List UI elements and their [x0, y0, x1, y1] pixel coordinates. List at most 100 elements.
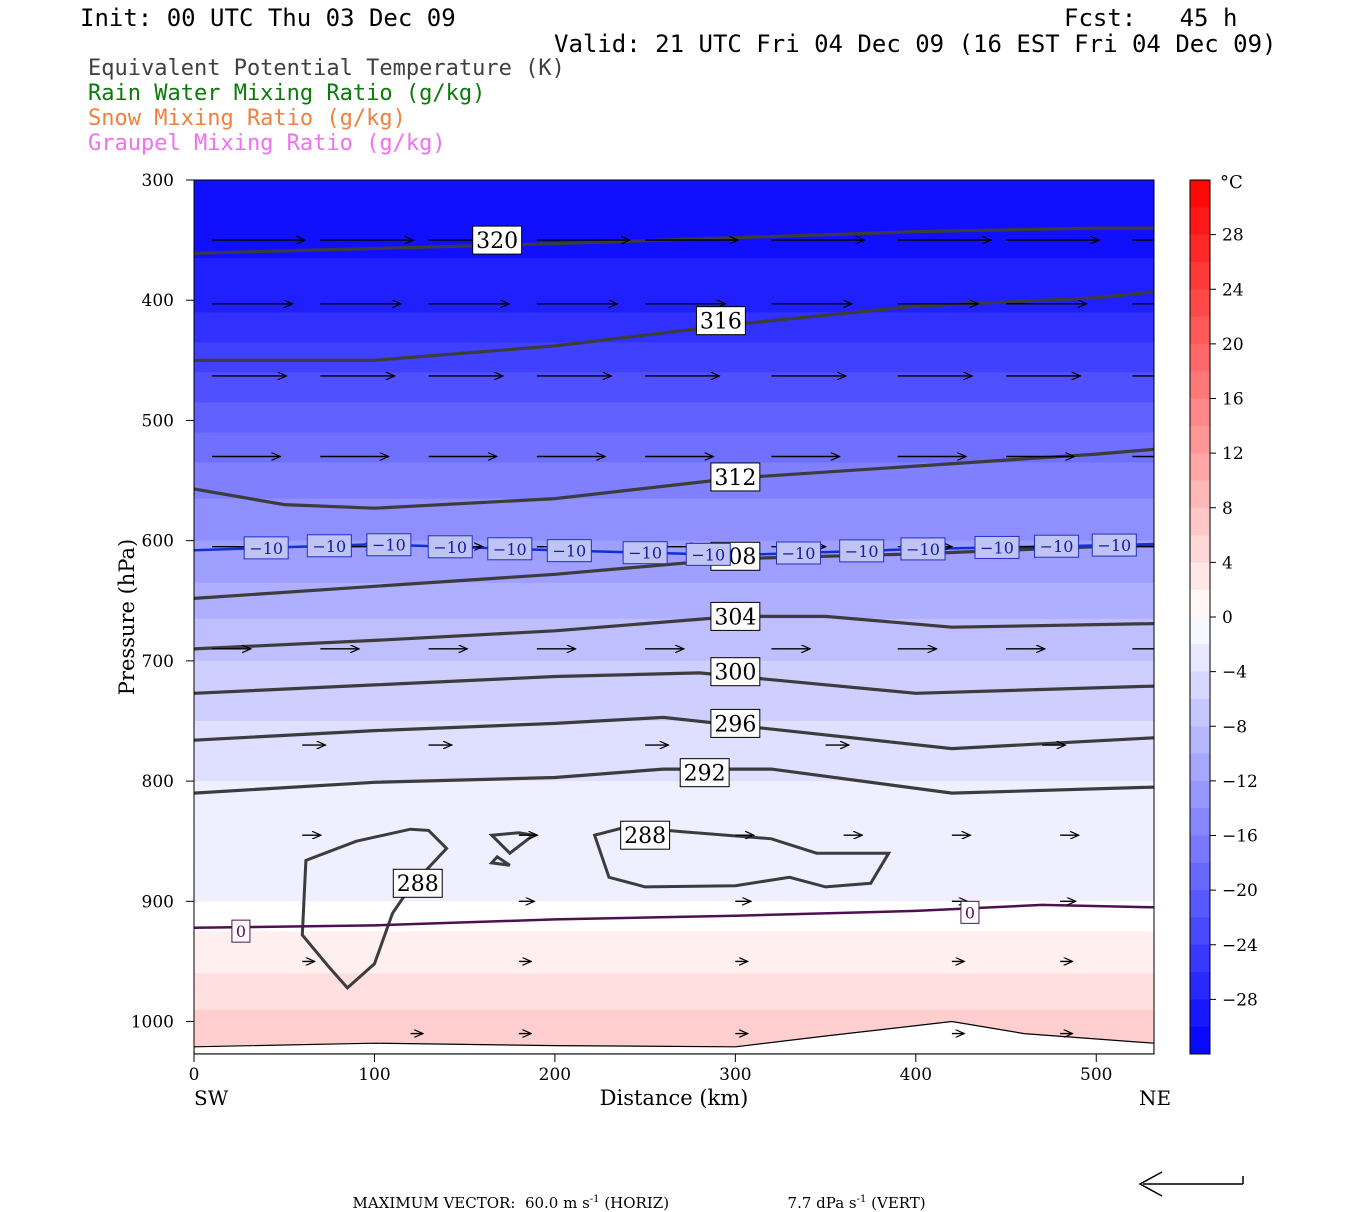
temperature-band	[194, 1003, 1154, 1011]
legend-snow: Snow Mixing Ratio (g/kg)	[88, 106, 406, 131]
temperature-band	[194, 859, 1154, 866]
colorbar-tick-label: −24	[1222, 936, 1258, 956]
isotherm-minus10-label-box	[839, 539, 885, 563]
temperature-band	[194, 414, 1154, 422]
theta-e-label-296-box	[710, 708, 761, 738]
temperature-band	[194, 949, 1154, 957]
temperature-band	[194, 450, 1154, 458]
colorbar-swatch	[1190, 917, 1210, 946]
temperature-band	[194, 666, 1154, 674]
colorbar-swatch	[1190, 207, 1210, 236]
isotherm-minus10-label-box	[974, 535, 1020, 559]
isotherm-minus10-label-box	[1091, 533, 1137, 557]
temperature-band	[194, 793, 1154, 800]
temperature-band	[194, 612, 1154, 620]
theta-e-closed-contour-288	[300, 827, 449, 991]
temperature-band	[194, 648, 1154, 656]
temperature-band	[194, 1033, 1154, 1041]
temperature-band	[194, 961, 1154, 969]
colorbar-swatch	[1190, 698, 1210, 727]
temperature-band	[194, 324, 1154, 331]
temperature-band	[194, 733, 1154, 740]
theta-e-label-288-1-box	[620, 820, 671, 850]
theta-e-closed-contour-288	[488, 854, 511, 867]
temperature-band	[194, 817, 1154, 824]
temperature-band	[194, 907, 1154, 914]
isotherm-minus10-label: −10	[906, 540, 940, 559]
temperature-band	[194, 931, 1154, 938]
temperature-band	[194, 600, 1154, 608]
temperature-band	[194, 781, 1154, 788]
temperature-band	[194, 991, 1154, 999]
x-tick-label: 200	[539, 1065, 571, 1085]
temperature-band	[194, 769, 1154, 776]
isotherm-minus10-label-box	[546, 539, 592, 563]
temperature-band	[194, 474, 1154, 482]
isotherm-minus10-label-box	[900, 537, 946, 561]
temperature-band	[194, 528, 1154, 536]
colorbar-swatch	[1190, 289, 1210, 318]
colorbar-tick-label: 0	[1222, 608, 1233, 628]
temperature-band	[194, 787, 1154, 794]
temperature-band	[194, 288, 1154, 295]
isotherm-minus10-label-box	[243, 536, 289, 560]
temperature-band	[194, 192, 1154, 199]
temperature-band	[194, 348, 1154, 355]
theta-e-label-300: 300	[714, 661, 756, 686]
y-tick-label: 300	[142, 171, 174, 191]
legend-rain-water: Rain Water Mixing Ratio (g/kg)	[88, 81, 486, 106]
isotherm-zero-label: 0	[965, 903, 975, 922]
temperature-band	[194, 246, 1154, 253]
theta-e-label-320-box	[472, 225, 523, 255]
temperature-band	[194, 522, 1154, 530]
temperature-band	[194, 967, 1154, 975]
temperature-band	[194, 282, 1154, 289]
temperature-band	[194, 294, 1154, 301]
theta-e-contour-292	[194, 767, 1154, 795]
colorbar-swatch	[1190, 398, 1210, 427]
isotherm-zero-label: 0	[236, 922, 246, 941]
temperature-band	[194, 504, 1154, 512]
footer-max-vector: MAXIMUM VECTOR: 60.0 m s-1 (HORIZ)	[343, 1176, 670, 1212]
colorbar-swatch	[1190, 425, 1210, 454]
theta-e-contour-296	[194, 715, 1154, 751]
plot-frame	[193, 179, 1155, 1055]
temperature-band	[194, 973, 1154, 981]
colorbar-swatch	[1190, 343, 1210, 372]
temperature-band	[194, 402, 1154, 410]
horiz-unit: (HORIZ)	[604, 1194, 670, 1212]
temperature-band	[194, 240, 1154, 247]
temperature-band	[194, 727, 1154, 734]
temperature-band	[194, 252, 1154, 259]
temperature-band	[194, 745, 1154, 752]
temperature-band	[194, 811, 1154, 818]
colorbar-tick-label: −16	[1222, 827, 1258, 847]
temperature-band	[194, 835, 1154, 842]
y-tick-label: 800	[142, 772, 174, 792]
temperature-band	[194, 925, 1154, 932]
temperature-band	[194, 258, 1154, 265]
temperature-band	[194, 318, 1154, 325]
temperature-band	[194, 847, 1154, 854]
temperature-band	[194, 642, 1154, 650]
temperature-band	[194, 757, 1154, 764]
theta-e-label-316-box	[695, 306, 746, 336]
isotherm-minus10-label: −10	[1040, 537, 1074, 556]
temperature-band	[194, 228, 1154, 235]
temperature-band	[194, 570, 1154, 578]
max-vector-label: MAXIMUM VECTOR:	[352, 1194, 516, 1212]
temperature-band	[194, 444, 1154, 452]
theta-e-label-312: 312	[714, 466, 756, 491]
temperature-band	[194, 997, 1154, 1005]
isotherm-minus10-label-box	[685, 542, 731, 566]
temperature-band	[194, 546, 1154, 554]
colorbar-swatch	[1190, 862, 1210, 891]
theta-e-label-288-0: 288	[397, 872, 439, 897]
colorbar-swatch	[1190, 972, 1210, 1000]
temperature-band	[194, 895, 1154, 902]
temperature-band	[194, 492, 1154, 500]
temperature-band	[194, 594, 1154, 602]
colorbar-tick-label: −28	[1222, 990, 1258, 1010]
theta-e-label-288-1: 288	[624, 824, 666, 849]
colorbar-swatch	[1190, 316, 1210, 345]
